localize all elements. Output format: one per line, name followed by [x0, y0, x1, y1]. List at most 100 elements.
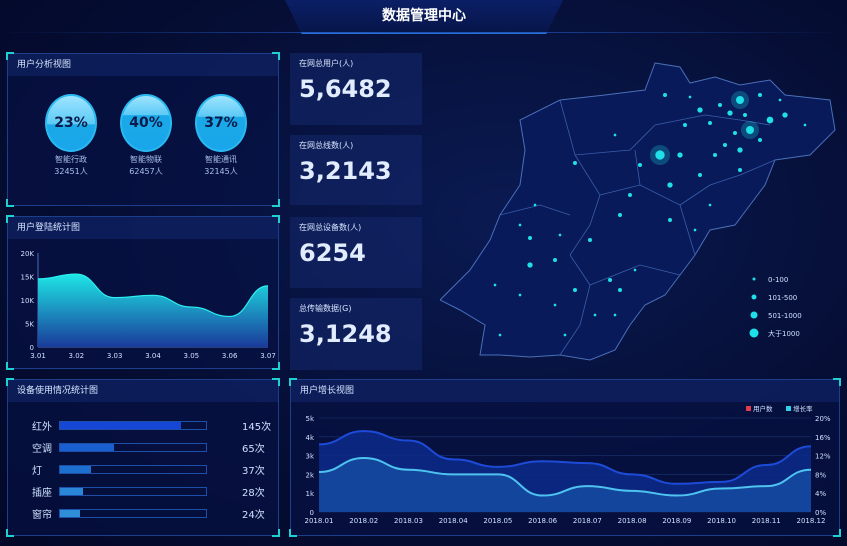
x-tick-label: 3.06: [222, 352, 238, 360]
map-dot: [758, 138, 762, 142]
map-dot: [736, 96, 744, 104]
y-left-tick-label: 4k: [305, 434, 314, 442]
map-dot: [493, 283, 497, 287]
gauge-item: 23% 智能行政 32451人: [41, 94, 101, 176]
map-dot: [803, 123, 807, 127]
bar-fill: [60, 466, 91, 473]
bar-fill: [60, 422, 181, 429]
y-left-tick-label: 2k: [305, 471, 314, 479]
region-map[interactable]: 0-100 101-500 501-1000 大于1000: [440, 55, 840, 365]
panel-title: 用户分析视图: [8, 54, 278, 76]
panel-title: 设备使用情况统计图: [8, 380, 278, 402]
device-bar-row: 插座 28次: [26, 484, 276, 499]
y-tick-label: 5K: [25, 321, 34, 329]
map-dot: [718, 103, 722, 107]
map-dot: [593, 313, 597, 317]
legend-label: 501-1000: [768, 312, 802, 320]
device-count: 24次: [242, 510, 265, 521]
map-dot: [667, 182, 673, 188]
map-dot: [737, 147, 743, 153]
legend-label: 用户数: [753, 404, 773, 413]
x-tick-label: 2018.11: [752, 517, 781, 525]
map-dot: [573, 288, 577, 292]
device-name: 红外: [32, 422, 52, 433]
map-dot: [518, 223, 522, 227]
map-dot: [553, 303, 557, 307]
map-dot: [633, 268, 637, 272]
bar-fill: [60, 488, 84, 495]
map-dot: [708, 121, 712, 125]
map-dot: [613, 313, 617, 317]
x-tick-label: 2018.08: [618, 517, 647, 525]
legend-dot: [749, 328, 759, 338]
y-left-tick-label: 5k: [305, 415, 314, 423]
device-bar-row: 灯 37次: [26, 462, 276, 477]
map-dot: [528, 236, 532, 240]
gauge-item: 40% 智能物联 62457人: [116, 94, 176, 176]
map-borders: [499, 99, 776, 356]
y-tick-label: 0: [30, 344, 34, 352]
legend-label: 增长率: [793, 404, 813, 413]
device-name: 灯: [32, 466, 42, 477]
map-dot: [758, 93, 762, 97]
bar-track: [59, 443, 207, 452]
map-dot: [573, 161, 577, 165]
map-dot: [613, 133, 617, 137]
user-growth-panel: 用户增长视图 0 0% 1k 4% 2k 8% 3k 12% 4k 16% 5k 20% 2018.01…: [289, 378, 841, 537]
x-tick-label: 2018.02: [349, 517, 378, 525]
login-line: [37, 273, 269, 318]
x-tick-label: 2018.09: [662, 517, 691, 525]
map-dot: [677, 152, 683, 158]
map-dot: [563, 333, 567, 337]
map-dot: [618, 288, 622, 292]
y-right-tick-label: 16%: [815, 434, 831, 442]
map-dot: [743, 113, 747, 117]
map-dot: [738, 168, 742, 172]
map-dot: [727, 110, 733, 116]
y-right-tick-label: 20%: [815, 415, 831, 423]
page-title: 数据管理中心: [382, 8, 466, 24]
map-dot: [746, 126, 754, 134]
user-analysis-panel: 用户分析视图 23% 智能行政 32451人 40% 智能物联 62457人 37% 智能…: [6, 52, 280, 207]
device-count: 145次: [242, 422, 272, 433]
map-dot: [766, 116, 774, 124]
login-stats-panel: 用户登陆统计图 0 5K 10K 15K 20K 3.01 3.02 3.03 3.04 3.05…: [6, 215, 280, 370]
series-line-1: [318, 456, 812, 497]
panel-title: 用户登陆统计图: [8, 217, 278, 239]
bar-track: [59, 421, 207, 430]
map-dot: [628, 193, 632, 197]
legend-dot: [752, 277, 756, 281]
series-line-0: [318, 430, 812, 485]
device-bar-row: 窗帘 24次: [26, 506, 276, 521]
gauge-count: 32145人: [204, 167, 238, 176]
legend-swatch: [746, 406, 751, 411]
device-count: 28次: [242, 488, 265, 499]
device-count: 37次: [242, 466, 265, 477]
legend-swatch: [786, 406, 791, 411]
device-usage-panel: 设备使用情况统计图 红外 145次 空调 65次灯 37次 插座 28次 窗帘 24次: [6, 378, 280, 537]
map-dot: [527, 262, 533, 268]
gauge-label: 智能行政: [55, 155, 87, 164]
x-tick-label: 3.07: [260, 352, 276, 360]
x-tick-label: 2018.01: [305, 517, 334, 525]
bar-track: [59, 487, 207, 496]
y-right-tick-label: 8%: [815, 471, 826, 479]
map-dot: [533, 203, 537, 207]
bar-fill: [60, 510, 81, 517]
stat-value: 3,1248: [299, 320, 392, 348]
legend-label: 0-100: [768, 276, 788, 284]
x-tick-label: 2018.06: [528, 517, 557, 525]
bar-track: [59, 509, 207, 518]
x-tick-label: 2018.12: [797, 517, 826, 525]
map-outline: [440, 62, 836, 361]
y-tick-label: 15K: [21, 274, 35, 282]
gauge-count: 32451人: [54, 167, 88, 176]
map-dot: [778, 98, 782, 102]
y-tick-label: 10K: [21, 297, 35, 305]
gauge-item: 37% 智能通讯 32145人: [191, 94, 251, 176]
gauge-count: 62457人: [129, 167, 163, 176]
x-tick-label: 2018.07: [573, 517, 602, 525]
device-count: 65次: [242, 444, 265, 455]
map-dot: [733, 131, 737, 135]
map-dot: [618, 213, 622, 217]
